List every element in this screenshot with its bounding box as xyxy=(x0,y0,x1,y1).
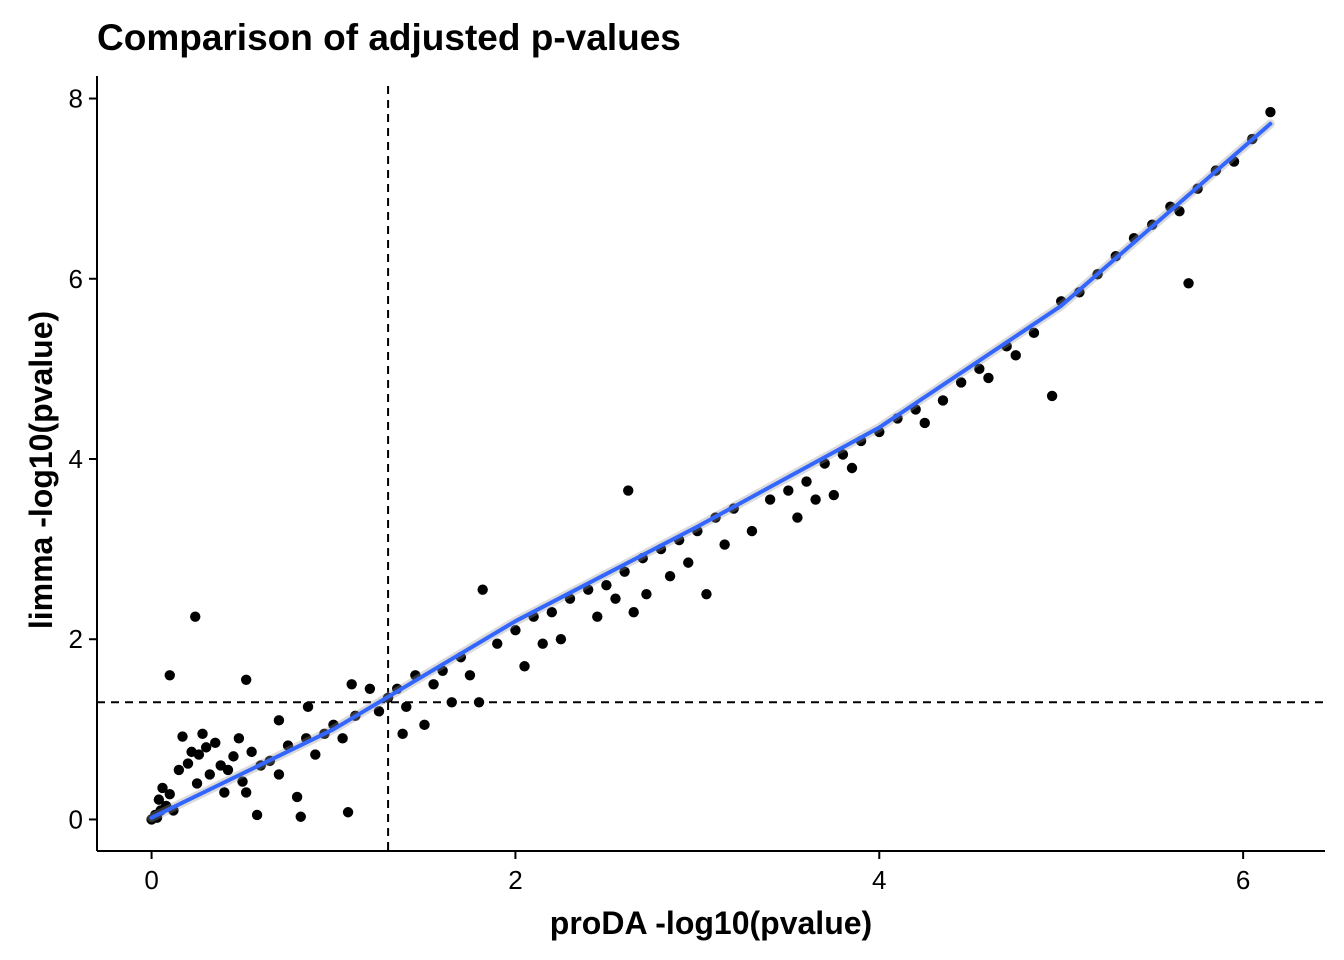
data-point xyxy=(1028,327,1040,339)
x-axis-title: proDA -log10(pvalue) xyxy=(550,905,872,941)
data-point xyxy=(200,742,212,753)
y-axis-title: limma -log10(pvalue) xyxy=(23,311,59,629)
data-point xyxy=(164,789,175,800)
x-axis: 0 2 4 6 xyxy=(97,850,1325,895)
data-point xyxy=(746,525,758,537)
data-point xyxy=(164,670,175,681)
data-point xyxy=(510,625,521,636)
data-point xyxy=(419,719,430,731)
data-point xyxy=(664,570,676,582)
data-point xyxy=(1265,106,1276,118)
data-point xyxy=(623,485,634,496)
data-point xyxy=(428,679,439,690)
x-tick-label: 2 xyxy=(508,865,522,895)
data-point xyxy=(801,476,812,487)
data-point xyxy=(204,769,215,780)
data-point xyxy=(546,606,558,618)
data-point xyxy=(719,539,730,550)
data-point xyxy=(473,697,485,708)
data-point xyxy=(792,512,803,523)
data-point xyxy=(701,588,712,600)
data-point xyxy=(302,701,314,713)
x-tick-label: 0 xyxy=(144,865,158,895)
data-point xyxy=(519,661,530,672)
data-point xyxy=(153,794,165,805)
fit-confidence-band xyxy=(147,119,1275,823)
data-point xyxy=(251,809,263,821)
data-point xyxy=(492,638,503,649)
data-point xyxy=(182,758,194,769)
data-point xyxy=(401,701,412,713)
data-point xyxy=(810,494,821,505)
data-point xyxy=(610,593,621,604)
fit-line xyxy=(149,121,1273,820)
data-point xyxy=(190,611,201,622)
data-point xyxy=(628,606,639,618)
data-point xyxy=(937,395,949,406)
data-point xyxy=(555,634,567,645)
x-tick-label: 6 xyxy=(1236,865,1250,895)
data-point xyxy=(364,683,376,694)
x-tick-label: 4 xyxy=(872,865,886,895)
data-point xyxy=(683,557,694,568)
data-point xyxy=(228,751,239,762)
data-point xyxy=(193,749,205,760)
data-point xyxy=(222,764,234,776)
data-point xyxy=(783,485,794,496)
data-point xyxy=(240,787,252,798)
data-point xyxy=(373,706,385,717)
data-point xyxy=(337,733,348,744)
data-point xyxy=(210,737,221,749)
data-point xyxy=(641,588,652,600)
data-point xyxy=(295,811,306,822)
data-point xyxy=(273,715,285,726)
data-point xyxy=(583,584,594,595)
data-point xyxy=(397,728,408,740)
data-point xyxy=(619,566,630,577)
data-point xyxy=(310,749,321,760)
data-point xyxy=(157,782,168,794)
data-point xyxy=(537,638,548,649)
data-point xyxy=(1010,350,1021,361)
data-point xyxy=(601,579,612,591)
data-point xyxy=(477,584,488,595)
y-axis: 0 2 4 6 8 xyxy=(69,76,98,851)
data-point xyxy=(246,746,257,758)
data-point xyxy=(828,489,839,501)
data-point xyxy=(346,679,357,690)
data-point xyxy=(983,372,994,384)
data-point xyxy=(592,611,603,622)
data-point xyxy=(173,764,185,776)
data-point xyxy=(233,733,245,744)
data-point xyxy=(219,787,230,798)
y-tick-label: 0 xyxy=(69,804,83,834)
y-tick-label: 8 xyxy=(69,84,83,114)
y-tick-label: 6 xyxy=(69,264,83,294)
chart-title: Comparison of adjusted p-values xyxy=(97,17,681,58)
data-point xyxy=(846,462,858,474)
data-point xyxy=(240,674,252,685)
data-point xyxy=(464,670,476,681)
data-point xyxy=(1174,205,1185,217)
data-point xyxy=(955,377,967,388)
data-point xyxy=(237,776,248,787)
data-point xyxy=(1046,390,1058,402)
data-point xyxy=(764,494,776,505)
data-point xyxy=(342,807,354,818)
data-point xyxy=(273,769,285,780)
y-tick-label: 4 xyxy=(69,444,83,474)
data-point xyxy=(1183,278,1194,289)
data-point xyxy=(446,697,457,708)
plot-panel xyxy=(97,86,1325,851)
data-point xyxy=(177,731,188,742)
data-point xyxy=(974,363,985,375)
data-point xyxy=(191,778,203,789)
data-point xyxy=(291,791,303,803)
data-point xyxy=(837,449,849,460)
y-tick-label: 2 xyxy=(69,624,83,654)
data-point xyxy=(197,728,208,740)
data-point xyxy=(919,417,930,429)
